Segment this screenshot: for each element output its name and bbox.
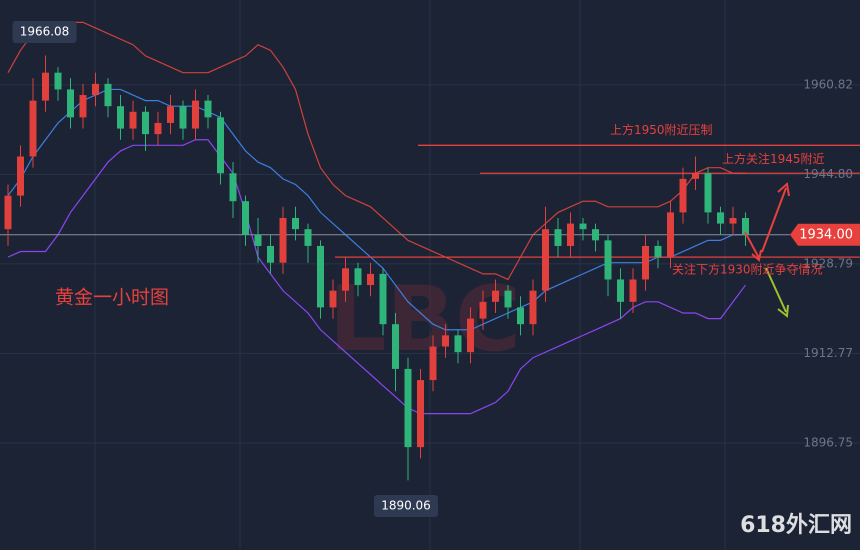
band-line xyxy=(7,88,746,331)
candle-body xyxy=(367,273,374,286)
candle-body xyxy=(304,229,312,246)
candle-body xyxy=(279,217,287,263)
y-tick-label: 1912.77 xyxy=(803,346,853,360)
candle-body xyxy=(192,100,199,129)
site-watermark: 618外汇网 xyxy=(740,512,852,538)
candle-body xyxy=(167,106,174,123)
candle-body xyxy=(254,234,262,246)
candle-body xyxy=(579,223,587,230)
candle-body xyxy=(542,229,549,291)
plot xyxy=(0,21,860,481)
candle-body xyxy=(104,83,112,107)
level-label: 关注下方1930附近争夺情况 xyxy=(672,262,823,277)
candle-body xyxy=(554,229,562,246)
candle-body xyxy=(129,111,137,129)
candle-body xyxy=(329,290,337,308)
candle-body xyxy=(442,335,449,347)
band-line xyxy=(7,21,746,281)
arrow-up xyxy=(761,182,790,253)
candle-body xyxy=(354,268,362,286)
arrow-down xyxy=(744,231,762,262)
candle-body xyxy=(467,318,474,353)
candle-body xyxy=(654,245,662,258)
y-tick-label: 1928.79 xyxy=(803,256,853,270)
chart-title: 黄金一小时图 xyxy=(55,287,169,309)
candle-body xyxy=(704,173,712,213)
candle-body xyxy=(4,195,12,230)
candle-body xyxy=(679,178,687,213)
candle-body xyxy=(217,117,224,174)
candle-body xyxy=(592,229,599,241)
candle-body xyxy=(404,368,412,448)
candle-body xyxy=(92,83,99,96)
candle-body xyxy=(604,240,612,280)
price-tag-label: 1934.00 xyxy=(799,227,853,242)
y-tick-label: 1960.82 xyxy=(803,77,853,91)
candle-body xyxy=(429,346,437,381)
candle-body xyxy=(229,173,237,202)
candle-body xyxy=(79,95,87,118)
candle-body xyxy=(729,217,737,224)
candle-body xyxy=(617,279,624,302)
candle-body xyxy=(392,324,399,369)
candle-body xyxy=(67,89,74,118)
candle-body xyxy=(154,122,162,135)
candle-body xyxy=(379,273,387,325)
candle-body xyxy=(267,245,274,263)
candle-body xyxy=(117,106,124,129)
candle-body xyxy=(642,245,649,280)
arrow-green xyxy=(765,267,789,318)
candle-body xyxy=(342,268,349,291)
price-tag xyxy=(790,223,860,246)
candle-body xyxy=(717,212,724,224)
candle-body xyxy=(204,100,212,118)
candle-body xyxy=(529,290,537,325)
band-line xyxy=(7,139,746,415)
candle-body xyxy=(454,335,462,353)
candle-body xyxy=(54,72,62,90)
candle-body xyxy=(492,290,499,302)
candle-body xyxy=(567,223,574,246)
high-label: 1966.08 xyxy=(20,25,70,39)
candle-body xyxy=(692,173,699,179)
candle-body xyxy=(242,201,249,235)
candle-body xyxy=(29,100,37,157)
y-tick-label: 1944.80 xyxy=(803,167,853,181)
arrows xyxy=(744,182,790,318)
candle-body xyxy=(742,217,749,235)
low-label: 1890.06 xyxy=(381,499,431,513)
candle-body xyxy=(317,245,324,308)
level-label: 上方关注1945附近 xyxy=(722,151,825,166)
candle-body xyxy=(667,212,674,258)
y-tick-label: 1896.75 xyxy=(803,435,853,449)
candle-body xyxy=(417,380,424,448)
high-label-box xyxy=(12,21,77,43)
candle-body xyxy=(504,290,512,308)
candle-body xyxy=(479,301,487,319)
candle-body xyxy=(517,307,524,325)
candle-body xyxy=(42,72,49,101)
candle-body xyxy=(17,156,24,196)
candle-body xyxy=(629,279,637,302)
candle-body xyxy=(292,217,299,230)
candle-body xyxy=(142,111,149,135)
low-label-box xyxy=(374,495,438,517)
candle-body xyxy=(179,106,187,129)
level-label: 上方1950附近压制 xyxy=(610,122,713,137)
